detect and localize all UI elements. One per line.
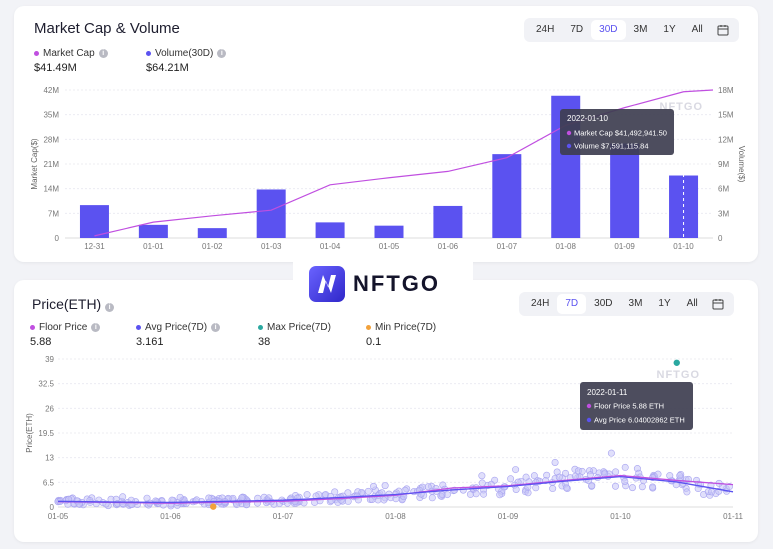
market-cap-volume-chart: 0 7M 14M 21M 28M 35M 42M 0 3M 6M 9M 12M 15M 18M Market… — [30, 86, 746, 251]
avg-price-label: Avg Price(7D) — [145, 322, 208, 333]
tab-all[interactable]: All — [686, 298, 698, 309]
x-tick-label: 01-03 — [261, 242, 282, 251]
tooltip-volume: Volume $7,591,115.84 — [574, 142, 649, 151]
volume-bar — [138, 224, 168, 238]
min-price-stat: Min Price(7D) 0.1 — [366, 322, 436, 348]
volume-value: $64.21M — [146, 62, 189, 74]
tab-3m[interactable]: 3M — [628, 298, 643, 309]
tooltip-market-cap-dot — [566, 130, 572, 136]
volume-dot — [146, 51, 151, 56]
y-tick-label: 0 — [55, 234, 60, 243]
y2-tick-label: 18M — [718, 86, 734, 95]
tab-24h[interactable]: 24H — [536, 24, 555, 35]
avg-price-stat: Avg Price(7D) i 3.161 — [136, 322, 221, 348]
y2-tick-label: 6M — [718, 185, 729, 194]
market-cap-value: $41.49M — [34, 62, 77, 74]
volume-bar — [315, 222, 345, 238]
tooltip-date: 2022-01-10 — [567, 114, 608, 123]
volume-bar — [197, 228, 227, 238]
y-tick-label: 21M — [43, 160, 59, 169]
info-icon[interactable]: i — [98, 49, 108, 58]
floor-price-dot — [30, 325, 35, 330]
market-chart-title: Market Cap & Volume — [34, 20, 180, 37]
y2-axis-label: Volume($) — [737, 146, 746, 183]
volume-label: Volume(30D) — [155, 48, 214, 59]
price-time-tabs: 24H 7D 30D 3M 1Y All — [519, 292, 734, 316]
tab-all[interactable]: All — [691, 24, 703, 35]
floor-price-label: Floor Price — [39, 322, 88, 333]
price-chart-title: Price(ETH) i — [32, 296, 115, 312]
x-tick-label: 01-08 — [555, 242, 576, 251]
y2-tick-label: 3M — [718, 209, 729, 218]
tab-30d[interactable]: 30D — [591, 20, 626, 40]
min-price-value: 0.1 — [366, 336, 382, 348]
nftgo-logo-text: NFTGO — [353, 271, 440, 296]
y2-tick-label: 15M — [718, 111, 734, 120]
avg-price-dot — [136, 325, 141, 330]
avg-price-value: 3.161 — [136, 336, 164, 348]
x-tick-label: 01-04 — [320, 242, 341, 251]
y-tick-label: 28M — [43, 135, 59, 144]
floor-price-stat: Floor Price i 5.88 — [30, 322, 101, 348]
market-cap-stat: Market Cap i $41.49M — [34, 48, 108, 74]
y-tick-label: 42M — [43, 86, 59, 95]
info-icon[interactable]: i — [217, 49, 227, 58]
y-axis-label: Market Cap($) — [30, 138, 39, 189]
max-price-label: Max Price(7D) — [267, 322, 331, 333]
x-tick-label: 01-09 — [614, 242, 635, 251]
tab-3m[interactable]: 3M — [633, 24, 648, 35]
volume-bar — [374, 225, 404, 238]
x-tick-label: 01-01 — [143, 242, 164, 251]
x-tick-label: 01-07 — [497, 242, 518, 251]
y-tick-label: 35M — [43, 111, 59, 120]
nftgo-logo-icon — [309, 266, 345, 302]
info-icon[interactable]: i — [105, 303, 115, 312]
volume-bar — [610, 143, 640, 238]
floor-price-value: 5.88 — [30, 336, 52, 348]
volume-bar — [492, 154, 522, 238]
market-cap-label: Market Cap — [43, 48, 95, 59]
volume-bar — [79, 205, 109, 238]
y2-tick-label: 0 — [718, 234, 723, 243]
market-cap-line — [94, 89, 714, 237]
tab-7d[interactable]: 7D — [557, 294, 587, 314]
info-icon[interactable]: i — [211, 323, 221, 332]
tooltip-volume-dot — [566, 143, 572, 149]
y-tick-label: 14M — [43, 185, 59, 194]
volume-stat: Volume(30D) i $64.21M — [146, 48, 227, 74]
x-tick-label: 01-05 — [379, 242, 400, 251]
tab-1y[interactable]: 1Y — [658, 298, 671, 309]
tab-1y[interactable]: 1Y — [663, 24, 676, 35]
x-tick-label: 01-02 — [202, 242, 223, 251]
y-tick-label: 7M — [48, 209, 59, 218]
tab-30d[interactable]: 30D — [594, 298, 613, 309]
min-price-dot — [366, 325, 371, 330]
price-card: Price(ETH) i 24H 7D 30D 3M 1Y All Floor … — [14, 280, 758, 542]
max-price-dot — [258, 325, 263, 330]
max-price-value: 38 — [258, 336, 271, 348]
info-icon[interactable]: i — [91, 323, 101, 332]
market-cap-dot — [34, 51, 39, 56]
calendar-icon[interactable] — [706, 292, 730, 316]
tab-7d[interactable]: 7D — [570, 24, 584, 35]
x-tick-label: 01-06 — [438, 242, 459, 251]
volume-bar — [256, 189, 286, 238]
y2-tick-label: 12M — [718, 135, 734, 144]
calendar-icon[interactable] — [711, 18, 735, 42]
y2-tick-label: 9M — [718, 160, 729, 169]
max-price-stat: Max Price(7D) 38 — [258, 322, 331, 348]
x-tick-label: 01-10 — [673, 242, 694, 251]
tooltip-market-cap: Market Cap $41,492,941.50 — [574, 129, 667, 138]
volume-bar — [433, 205, 463, 238]
x-tick-label: 12-31 — [84, 242, 105, 251]
market-time-tabs: 24H 7D 30D 3M 1Y All — [524, 18, 739, 42]
tooltip-box — [560, 109, 674, 155]
tab-24h[interactable]: 24H — [531, 298, 550, 309]
nftgo-logo: NFTGO — [293, 258, 473, 310]
min-price-label: Min Price(7D) — [375, 322, 437, 333]
